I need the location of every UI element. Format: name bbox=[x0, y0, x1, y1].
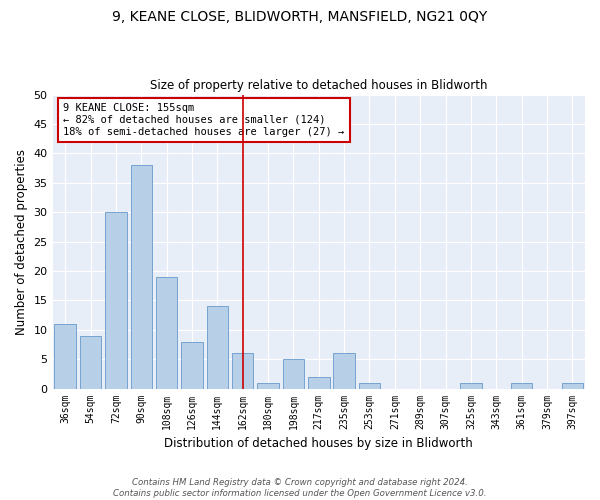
Bar bbox=[206, 306, 228, 388]
Bar bbox=[55, 324, 76, 388]
Bar bbox=[257, 382, 279, 388]
Text: 9 KEANE CLOSE: 155sqm
← 82% of detached houses are smaller (124)
18% of semi-det: 9 KEANE CLOSE: 155sqm ← 82% of detached … bbox=[63, 104, 344, 136]
Bar bbox=[511, 382, 532, 388]
Y-axis label: Number of detached properties: Number of detached properties bbox=[15, 148, 28, 334]
Bar bbox=[80, 336, 101, 388]
Text: Contains HM Land Registry data © Crown copyright and database right 2024.
Contai: Contains HM Land Registry data © Crown c… bbox=[113, 478, 487, 498]
Bar bbox=[283, 359, 304, 388]
Bar bbox=[359, 382, 380, 388]
Title: Size of property relative to detached houses in Blidworth: Size of property relative to detached ho… bbox=[150, 79, 488, 92]
Text: 9, KEANE CLOSE, BLIDWORTH, MANSFIELD, NG21 0QY: 9, KEANE CLOSE, BLIDWORTH, MANSFIELD, NG… bbox=[112, 10, 488, 24]
Bar bbox=[181, 342, 203, 388]
Bar bbox=[232, 354, 253, 388]
Bar bbox=[562, 382, 583, 388]
Bar bbox=[156, 277, 178, 388]
Bar bbox=[105, 212, 127, 388]
X-axis label: Distribution of detached houses by size in Blidworth: Distribution of detached houses by size … bbox=[164, 437, 473, 450]
Bar bbox=[308, 377, 329, 388]
Bar bbox=[334, 354, 355, 388]
Bar bbox=[460, 382, 482, 388]
Bar bbox=[131, 165, 152, 388]
